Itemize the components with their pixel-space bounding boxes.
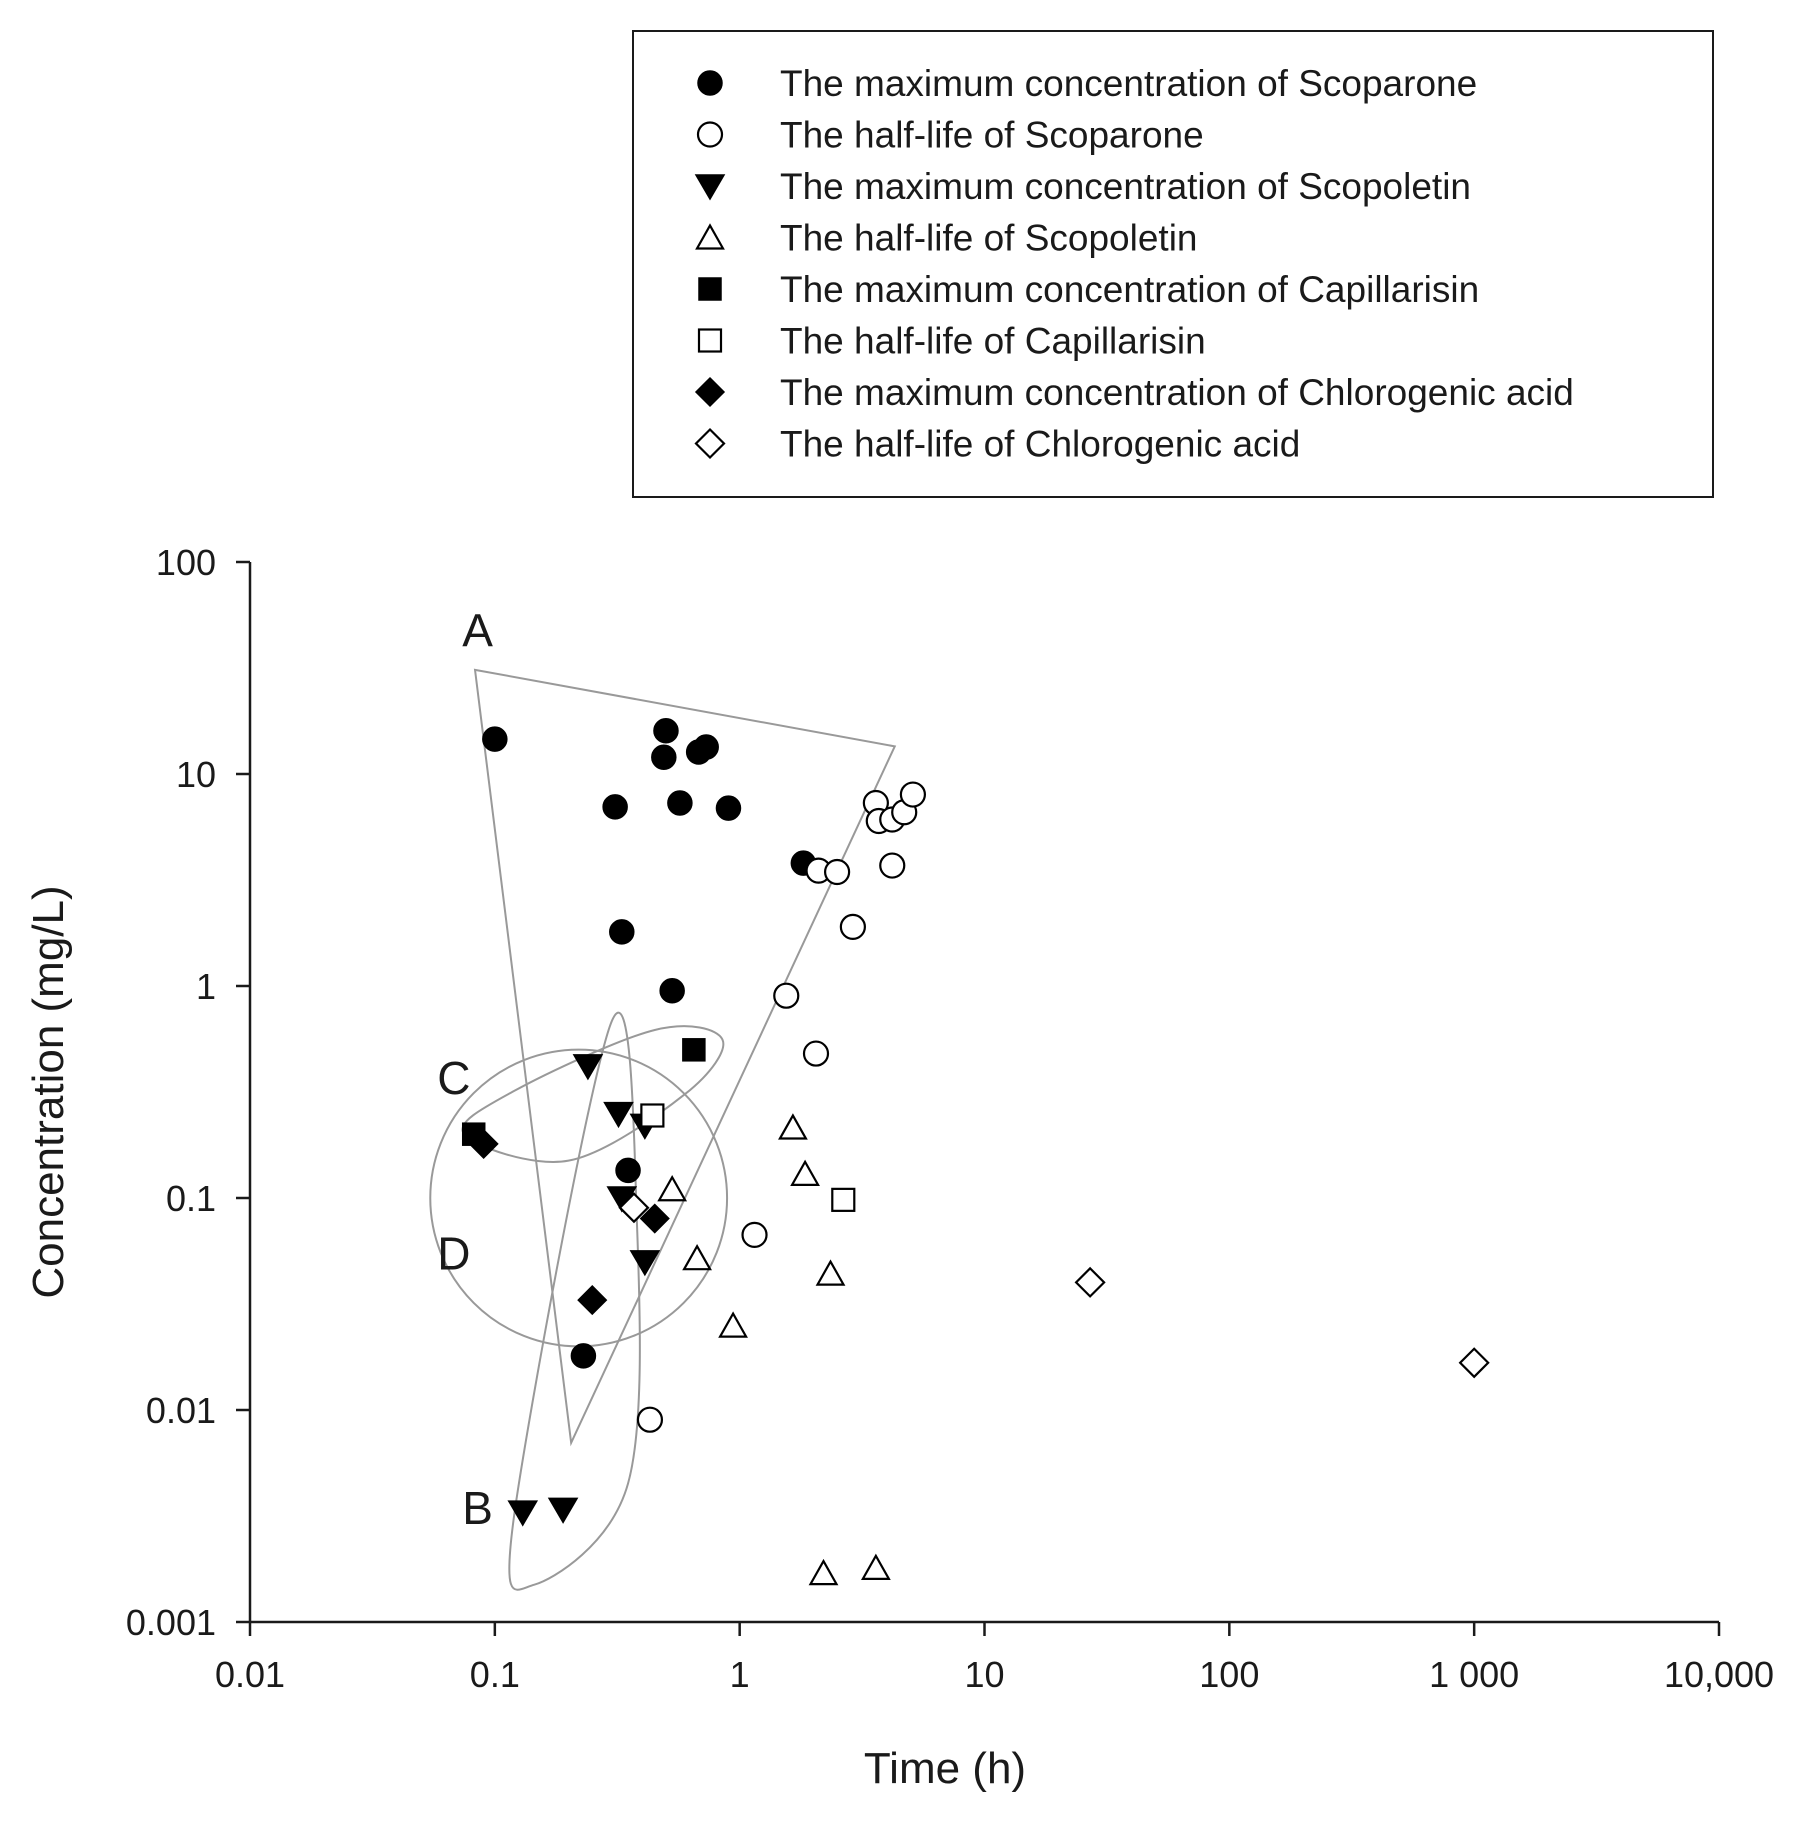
data-point bbox=[715, 795, 742, 821]
data-point bbox=[773, 982, 800, 1009]
legend-marker bbox=[694, 174, 726, 201]
series-3 bbox=[507, 1054, 661, 1527]
y-axis-title: Concentration (mg/L) bbox=[24, 885, 73, 1298]
data-point bbox=[657, 1174, 688, 1202]
data-point bbox=[577, 1285, 608, 1316]
data-point bbox=[839, 913, 866, 941]
legend-items: The maximum concentration of Scoparone Th… bbox=[694, 63, 1574, 465]
x-tick-label: 100 bbox=[1199, 1654, 1259, 1695]
y-tick-label: 1 bbox=[196, 966, 216, 1007]
x-axis-title: Time (h) bbox=[864, 1744, 1026, 1793]
legend-marker bbox=[694, 427, 726, 460]
data-point bbox=[603, 1101, 634, 1129]
legend-label: The half-life of Chlorogenic acid bbox=[780, 424, 1300, 465]
data-point bbox=[1074, 1266, 1106, 1298]
series-8 bbox=[618, 1192, 1490, 1379]
legend-label: The half-life of Scoparone bbox=[780, 115, 1204, 156]
region-c-label: C bbox=[437, 1052, 470, 1104]
data-point bbox=[790, 1159, 820, 1186]
series-4 bbox=[657, 1113, 891, 1586]
region-d-label: D bbox=[437, 1227, 470, 1279]
data-point bbox=[629, 1250, 661, 1277]
data-point bbox=[718, 1311, 748, 1338]
data-point bbox=[468, 1128, 499, 1159]
legend-marker bbox=[694, 376, 726, 408]
data-point bbox=[636, 1406, 664, 1433]
y-ticks: 0.001 0.01 0.1 1 10 100 bbox=[126, 542, 250, 1643]
legend-label: The maximum concentration of Scopoletin bbox=[780, 166, 1471, 207]
data-point bbox=[860, 1553, 891, 1580]
data-point bbox=[693, 734, 719, 760]
region-a-label: A bbox=[462, 604, 493, 656]
regions: A B C D bbox=[429, 604, 897, 1591]
data-point bbox=[808, 1558, 839, 1586]
legend-marker bbox=[696, 121, 724, 148]
legend-label: The maximum concentration of Chlorogenic… bbox=[780, 372, 1574, 413]
data-point bbox=[640, 1103, 665, 1128]
legend-label: The maximum concentration of Capillarisi… bbox=[780, 269, 1479, 310]
legend-marker bbox=[695, 223, 725, 250]
data-point bbox=[572, 1054, 604, 1081]
legend-marker bbox=[697, 328, 723, 353]
data-point bbox=[682, 1243, 712, 1271]
data-point bbox=[570, 1343, 597, 1369]
legend-frame bbox=[632, 30, 1714, 498]
legend-marker bbox=[698, 277, 722, 301]
region-b-label: B bbox=[462, 1482, 493, 1534]
x-tick-label: 1 bbox=[730, 1654, 750, 1695]
data-point bbox=[741, 1221, 768, 1248]
data-point bbox=[547, 1497, 579, 1524]
legend-marker bbox=[697, 70, 723, 96]
data-point bbox=[609, 919, 635, 945]
data-point bbox=[879, 852, 906, 879]
data-point bbox=[602, 794, 628, 820]
data-point bbox=[815, 1259, 846, 1286]
data-point bbox=[618, 1192, 650, 1224]
y-tick-label: 10 bbox=[176, 754, 216, 795]
legend-label: The half-life of Scopoletin bbox=[780, 218, 1198, 259]
data-point bbox=[482, 726, 508, 752]
series-2 bbox=[636, 781, 927, 1433]
x-tick-label: 0.1 bbox=[470, 1654, 520, 1695]
data-point bbox=[682, 1038, 706, 1062]
data-point bbox=[651, 744, 677, 770]
series-1 bbox=[482, 717, 817, 1369]
x-tick-label: 0.01 bbox=[215, 1654, 285, 1695]
series-6 bbox=[640, 1103, 856, 1212]
data-point bbox=[802, 1040, 830, 1067]
y-tick-label: 100 bbox=[156, 542, 216, 583]
x-tick-label: 10,000 bbox=[1664, 1654, 1774, 1695]
data-point bbox=[778, 1113, 808, 1140]
legend-label: The half-life of Capillarisin bbox=[780, 321, 1206, 362]
data-point bbox=[823, 858, 851, 886]
series-7 bbox=[468, 1128, 670, 1316]
x-tick-label: 10 bbox=[964, 1654, 1004, 1695]
legend: The maximum concentration of Scoparone Th… bbox=[632, 30, 1714, 498]
data-point bbox=[831, 1187, 856, 1212]
axes: 0.01 0.1 1 10 100 1 000 10,000 0.001 0.01 0.1 1 10… bbox=[24, 542, 1774, 1793]
x-tick-label: 1 000 bbox=[1429, 1654, 1519, 1695]
data-point bbox=[639, 1203, 670, 1234]
y-tick-label: 0.001 bbox=[126, 1602, 216, 1643]
y-tick-label: 0.01 bbox=[146, 1390, 216, 1431]
data-points bbox=[461, 717, 1490, 1586]
y-tick-label: 0.1 bbox=[166, 1178, 216, 1219]
data-point bbox=[507, 1500, 539, 1527]
x-ticks: 0.01 0.1 1 10 100 1 000 10,000 bbox=[215, 1622, 1774, 1695]
region-c-outline bbox=[461, 1025, 725, 1163]
data-point bbox=[667, 790, 693, 816]
data-point bbox=[653, 717, 679, 744]
region-a-outline bbox=[473, 668, 897, 1447]
data-point bbox=[659, 977, 685, 1004]
data-point bbox=[1458, 1347, 1490, 1379]
legend-label: The maximum concentration of Scoparone bbox=[780, 63, 1477, 104]
data-point bbox=[899, 781, 927, 808]
data-point bbox=[615, 1157, 641, 1184]
